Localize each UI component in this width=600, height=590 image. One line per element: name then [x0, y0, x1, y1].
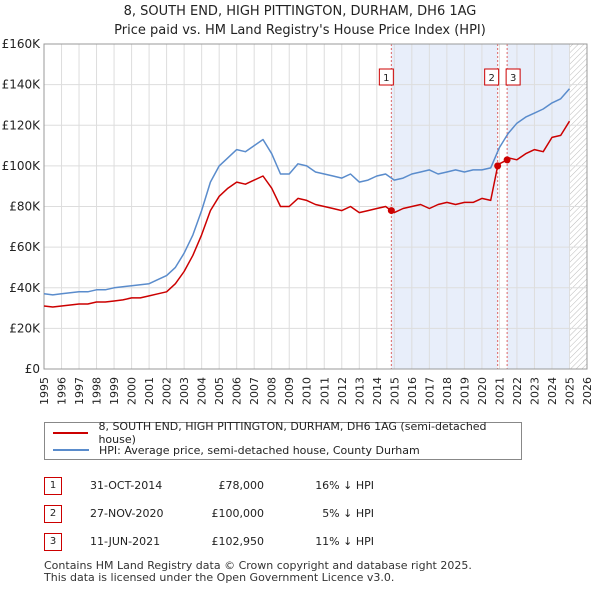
sale-point [387, 207, 395, 215]
legend-item-property: 8, SOUTH END, HIGH PITTINGTON, DURHAM, D… [53, 420, 521, 446]
x-tick-label: 1998 [91, 377, 104, 405]
x-tick-label: 2006 [231, 377, 244, 405]
property-price-line [43, 120, 571, 308]
table-row: 2 27-NOV-2020 £100,000 5% ↓ HPI [44, 502, 464, 524]
x-tick-label: 2026 [581, 377, 594, 405]
footer-licence: This data is licensed under the Open Gov… [44, 571, 395, 584]
x-tick-label: 2001 [143, 377, 156, 405]
y-tick-label: £120K [2, 118, 42, 132]
x-tick-label: 2007 [248, 377, 261, 405]
x-tick-label: 2015 [388, 377, 401, 405]
x-tick-label: 2020 [476, 377, 489, 405]
hpi-line [43, 88, 571, 296]
x-tick-label: 2019 [458, 377, 471, 405]
x-tick-label: 2010 [301, 377, 314, 405]
sale-date: 11-JUN-2021 [90, 535, 161, 548]
price-chart: £0 £20K £40K £60K £80K £100K £120K £140K £160K 19… [2, 37, 594, 405]
y-tick-label: £80K [9, 200, 41, 214]
sale-date: 27-NOV-2020 [90, 507, 164, 520]
x-tick-label: 2016 [406, 377, 419, 405]
y-tick-label: £140K [2, 78, 42, 92]
x-tick-label: 2000 [126, 377, 139, 405]
table-row: 3 11-JUN-2021 £102,950 11% ↓ HPI [44, 530, 464, 552]
chart-legend: 8, SOUTH END, HIGH PITTINGTON, DURHAM, D… [44, 420, 522, 460]
property-line-swatch [53, 432, 89, 434]
y-tick-label: £60K [9, 240, 41, 254]
y-tick-label: £40K [9, 281, 41, 295]
sale-label-box [484, 68, 500, 86]
x-tick-label: 1996 [56, 377, 69, 405]
sale-label-box [505, 68, 521, 86]
footer: Contains HM Land Registry data © Crown c… [44, 560, 472, 584]
sale-label-box [378, 68, 394, 86]
legend-item-hpi: HPI: Average price, semi-detached house,… [53, 442, 420, 458]
sale-number-badge: 2 [44, 505, 62, 523]
legend-label-property: 8, SOUTH END, HIGH PITTINGTON, DURHAM, D… [98, 420, 487, 446]
y-tick-label: £20K [9, 321, 41, 335]
hpi-line-swatch [53, 449, 89, 451]
sale-hpi-diff: 11% ↓ HPI [315, 535, 374, 548]
x-tick-label: 2002 [161, 377, 174, 405]
x-tick-label: 2018 [441, 377, 454, 405]
x-tick-label: 2014 [371, 377, 384, 405]
title-line-2: Price paid vs. HM Land Registry's House … [114, 23, 486, 38]
x-tick-label: 2021 [493, 377, 506, 405]
y-tick-label: £0 [25, 362, 40, 376]
legend-label-hpi: HPI: Average price, semi-detached house,… [99, 443, 420, 457]
x-tick-label: 2017 [423, 377, 436, 405]
sale-label-number: 1 [383, 73, 389, 84]
sale-point [494, 162, 502, 170]
x-tick-label: 2012 [336, 377, 349, 405]
x-tick-label: 2005 [213, 377, 226, 405]
sale-label-number: 3 [510, 73, 516, 84]
x-tick-label: 2004 [196, 377, 209, 405]
x-tick-label: 2024 [546, 377, 559, 405]
chart-title: 8, SOUTH END, HIGH PITTINGTON, DURHAM, D… [0, 2, 600, 40]
footer-copyright: Contains HM Land Registry data © Crown c… [44, 559, 472, 572]
x-tick-label: 2009 [283, 377, 296, 405]
x-tick-label: 1995 [38, 377, 51, 405]
sale-number-badge: 3 [44, 533, 62, 551]
x-tick-label: 1997 [73, 377, 86, 405]
x-tick-label: 2025 [563, 377, 576, 405]
y-tick-label: £100K [2, 159, 42, 173]
sale-price: £102,950 [211, 535, 265, 548]
sale-number-badge: 1 [44, 477, 62, 495]
x-tick-label: 2003 [178, 377, 191, 405]
sale-date: 31-OCT-2014 [90, 479, 163, 492]
x-tick-label: 2022 [511, 377, 524, 405]
sale-point [503, 156, 511, 164]
sale-hpi-diff: 16% ↓ HPI [315, 479, 374, 492]
x-tick-label: 2008 [266, 377, 279, 405]
y-tick-label: £160K [2, 37, 42, 51]
x-tick-label: 2011 [318, 377, 331, 405]
title-line-1: 8, SOUTH END, HIGH PITTINGTON, DURHAM, D… [123, 4, 477, 19]
plot-frame [43, 43, 588, 370]
sale-label-number: 2 [488, 73, 494, 84]
sale-hpi-diff: 5% ↓ HPI [322, 507, 374, 520]
table-row: 1 31-OCT-2014 £78,000 16% ↓ HPI [44, 474, 464, 496]
x-tick-label: 1999 [108, 377, 121, 405]
x-tick-label: 2023 [528, 377, 541, 405]
sale-price: £78,000 [218, 479, 265, 492]
x-tick-label: 2013 [353, 377, 366, 405]
sale-price: £100,000 [211, 507, 265, 520]
